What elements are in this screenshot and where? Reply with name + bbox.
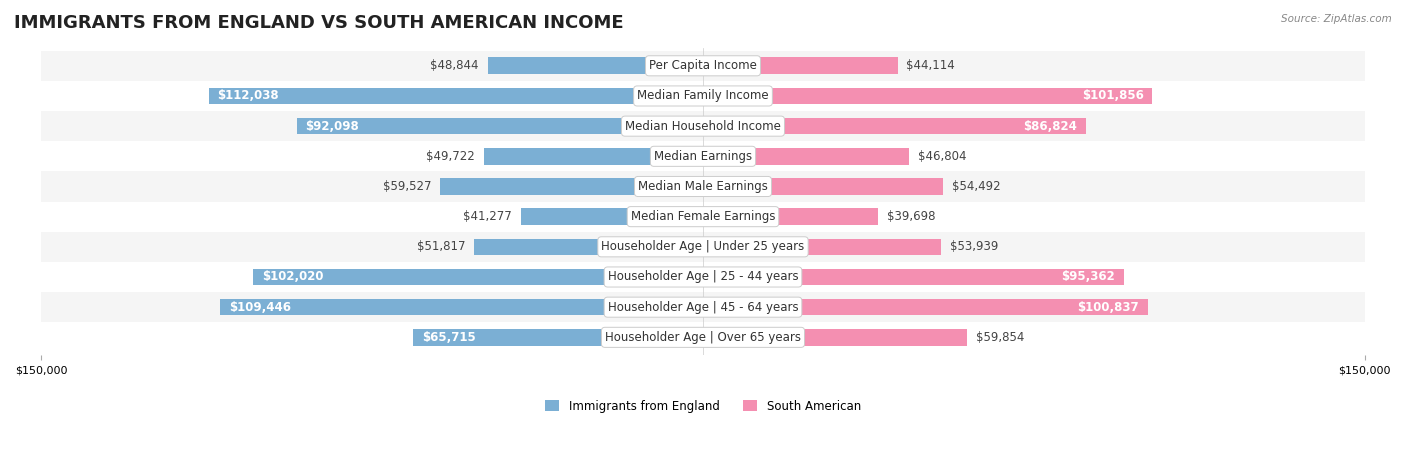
Bar bbox=[703, 208, 879, 225]
Bar bbox=[703, 269, 1123, 285]
Text: Median Male Earnings: Median Male Earnings bbox=[638, 180, 768, 193]
Bar bbox=[703, 239, 941, 255]
Text: $39,698: $39,698 bbox=[887, 210, 935, 223]
FancyBboxPatch shape bbox=[41, 171, 1365, 202]
Text: Median Household Income: Median Household Income bbox=[626, 120, 780, 133]
FancyBboxPatch shape bbox=[41, 232, 1365, 262]
Text: Householder Age | 45 - 64 years: Householder Age | 45 - 64 years bbox=[607, 301, 799, 314]
Text: Householder Age | Under 25 years: Householder Age | Under 25 years bbox=[602, 241, 804, 253]
Text: $46,804: $46,804 bbox=[918, 150, 967, 163]
Bar bbox=[703, 57, 897, 74]
Text: $59,854: $59,854 bbox=[976, 331, 1024, 344]
Text: $109,446: $109,446 bbox=[229, 301, 291, 314]
Text: $49,722: $49,722 bbox=[426, 150, 475, 163]
Text: $102,020: $102,020 bbox=[262, 270, 323, 283]
Bar bbox=[297, 118, 703, 134]
Text: $112,038: $112,038 bbox=[218, 90, 280, 102]
Text: IMMIGRANTS FROM ENGLAND VS SOUTH AMERICAN INCOME: IMMIGRANTS FROM ENGLAND VS SOUTH AMERICA… bbox=[14, 14, 624, 32]
Bar bbox=[703, 148, 910, 164]
Text: $54,492: $54,492 bbox=[952, 180, 1001, 193]
Bar bbox=[703, 299, 1147, 316]
Text: Median Female Earnings: Median Female Earnings bbox=[631, 210, 775, 223]
Text: $51,817: $51,817 bbox=[418, 241, 465, 253]
Bar bbox=[440, 178, 703, 195]
Text: $95,362: $95,362 bbox=[1062, 270, 1115, 283]
Text: $65,715: $65,715 bbox=[422, 331, 475, 344]
Bar bbox=[208, 88, 703, 104]
FancyBboxPatch shape bbox=[41, 111, 1365, 141]
Text: $53,939: $53,939 bbox=[950, 241, 998, 253]
Text: Source: ZipAtlas.com: Source: ZipAtlas.com bbox=[1281, 14, 1392, 24]
Bar bbox=[474, 239, 703, 255]
Bar bbox=[253, 269, 703, 285]
Bar bbox=[520, 208, 703, 225]
FancyBboxPatch shape bbox=[41, 141, 1365, 171]
FancyBboxPatch shape bbox=[41, 322, 1365, 353]
Text: $86,824: $86,824 bbox=[1024, 120, 1077, 133]
Bar bbox=[703, 118, 1085, 134]
Bar bbox=[413, 329, 703, 346]
Bar bbox=[703, 329, 967, 346]
Text: Median Family Income: Median Family Income bbox=[637, 90, 769, 102]
FancyBboxPatch shape bbox=[41, 292, 1365, 322]
Text: Median Earnings: Median Earnings bbox=[654, 150, 752, 163]
Text: $48,844: $48,844 bbox=[430, 59, 478, 72]
Text: $101,856: $101,856 bbox=[1081, 90, 1143, 102]
Bar bbox=[703, 88, 1153, 104]
Text: $44,114: $44,114 bbox=[907, 59, 955, 72]
Text: $59,527: $59,527 bbox=[382, 180, 432, 193]
Text: Householder Age | Over 65 years: Householder Age | Over 65 years bbox=[605, 331, 801, 344]
Text: Per Capita Income: Per Capita Income bbox=[650, 59, 756, 72]
Legend: Immigrants from England, South American: Immigrants from England, South American bbox=[540, 395, 866, 417]
Text: $41,277: $41,277 bbox=[464, 210, 512, 223]
Bar bbox=[488, 57, 703, 74]
Bar bbox=[484, 148, 703, 164]
Text: $92,098: $92,098 bbox=[305, 120, 360, 133]
Bar bbox=[703, 178, 943, 195]
Bar bbox=[221, 299, 703, 316]
Text: $100,837: $100,837 bbox=[1077, 301, 1139, 314]
FancyBboxPatch shape bbox=[41, 262, 1365, 292]
Text: Householder Age | 25 - 44 years: Householder Age | 25 - 44 years bbox=[607, 270, 799, 283]
FancyBboxPatch shape bbox=[41, 51, 1365, 81]
FancyBboxPatch shape bbox=[41, 202, 1365, 232]
FancyBboxPatch shape bbox=[41, 81, 1365, 111]
